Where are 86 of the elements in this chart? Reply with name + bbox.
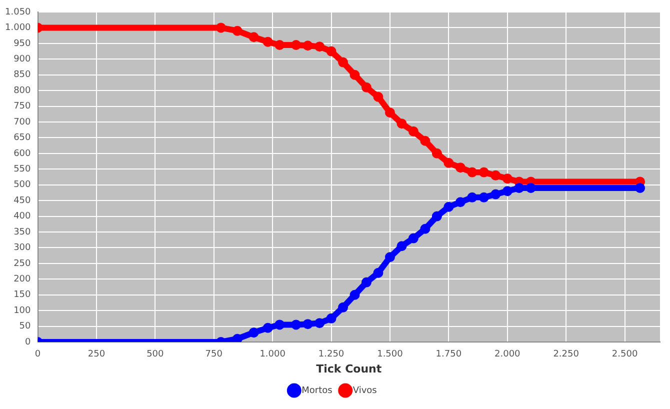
y-tick-label: 700 — [14, 117, 32, 128]
y-tick-label: 900 — [14, 54, 32, 64]
point — [408, 233, 418, 244]
point — [232, 26, 242, 36]
x-tick-label: 2.000 — [494, 350, 521, 360]
point — [274, 40, 285, 50]
point — [361, 277, 372, 288]
point — [514, 183, 524, 193]
point — [302, 319, 313, 330]
point — [467, 192, 478, 202]
point — [396, 118, 407, 129]
point — [478, 167, 489, 178]
x-tick-label: 500 — [146, 350, 164, 360]
point — [478, 192, 489, 202]
y-tick-label: 600 — [14, 148, 32, 159]
x-tick-label: 2.250 — [553, 350, 580, 360]
point — [432, 148, 442, 158]
point — [248, 328, 259, 338]
y-tick-label: 150 — [14, 290, 32, 300]
point — [455, 197, 466, 208]
point — [490, 189, 501, 200]
point — [635, 183, 646, 193]
point — [361, 82, 372, 92]
y-tick-label: 500 — [14, 180, 32, 190]
point — [467, 167, 478, 178]
y-tick-label: 950 — [14, 38, 32, 49]
y-tick-label: 450 — [14, 196, 32, 206]
point — [432, 211, 442, 222]
x-tick-label: 1.500 — [377, 350, 404, 360]
point — [526, 183, 536, 193]
y-tick-label: 550 — [14, 164, 32, 174]
point — [420, 224, 430, 234]
y-tick-label: 1.050 — [5, 7, 32, 18]
point — [408, 126, 418, 136]
y-tick-label: 300 — [14, 243, 32, 254]
y-tick-label: 200 — [14, 274, 32, 284]
point — [248, 32, 259, 42]
y-tick-label: 850 — [14, 70, 32, 80]
point — [216, 22, 226, 33]
legend-label: Mortos — [302, 386, 333, 396]
point — [502, 174, 512, 184]
y-tick-label: 1.000 — [5, 23, 32, 34]
point — [502, 186, 512, 196]
point — [490, 170, 501, 180]
point — [350, 290, 360, 300]
y-tick-label: 800 — [14, 86, 32, 96]
point — [384, 252, 395, 262]
point — [338, 302, 348, 312]
y-tick-label: 100 — [14, 306, 32, 316]
point — [232, 334, 242, 342]
legend-label: Vivos — [352, 386, 378, 396]
point — [302, 40, 313, 51]
point — [373, 268, 384, 278]
point — [291, 40, 302, 50]
y-tick-label: 650 — [14, 133, 32, 144]
point — [314, 42, 325, 52]
x-tick-label: 1.250 — [318, 350, 344, 360]
point — [384, 108, 395, 118]
x-axis-title: Tick Count — [316, 362, 382, 376]
point — [291, 320, 302, 330]
point — [314, 318, 325, 328]
point — [350, 70, 360, 80]
point — [455, 162, 466, 173]
x-tick-label: 2.500 — [612, 350, 638, 360]
x-tick-label: 0 — [34, 350, 41, 360]
y-tick-label: 50 — [19, 322, 32, 332]
y-tick-label: 350 — [14, 227, 32, 238]
point — [444, 158, 454, 168]
point — [420, 136, 430, 146]
point — [262, 322, 273, 333]
point — [326, 313, 336, 324]
x-tick-label: 1.750 — [436, 350, 462, 360]
point — [326, 46, 336, 56]
point — [373, 92, 384, 102]
point — [444, 202, 454, 212]
point — [396, 241, 407, 252]
x-tick-label: 250 — [88, 350, 106, 360]
point — [262, 36, 273, 47]
y-tick-label: 400 — [14, 212, 32, 222]
point — [274, 320, 285, 330]
y-tick-label: 0 — [25, 337, 32, 348]
point — [338, 57, 348, 68]
y-tick-label: 750 — [14, 102, 32, 112]
x-tick-label: 1.000 — [260, 350, 286, 360]
y-tick-label: 250 — [14, 258, 32, 269]
x-tick-label: 750 — [205, 350, 223, 360]
